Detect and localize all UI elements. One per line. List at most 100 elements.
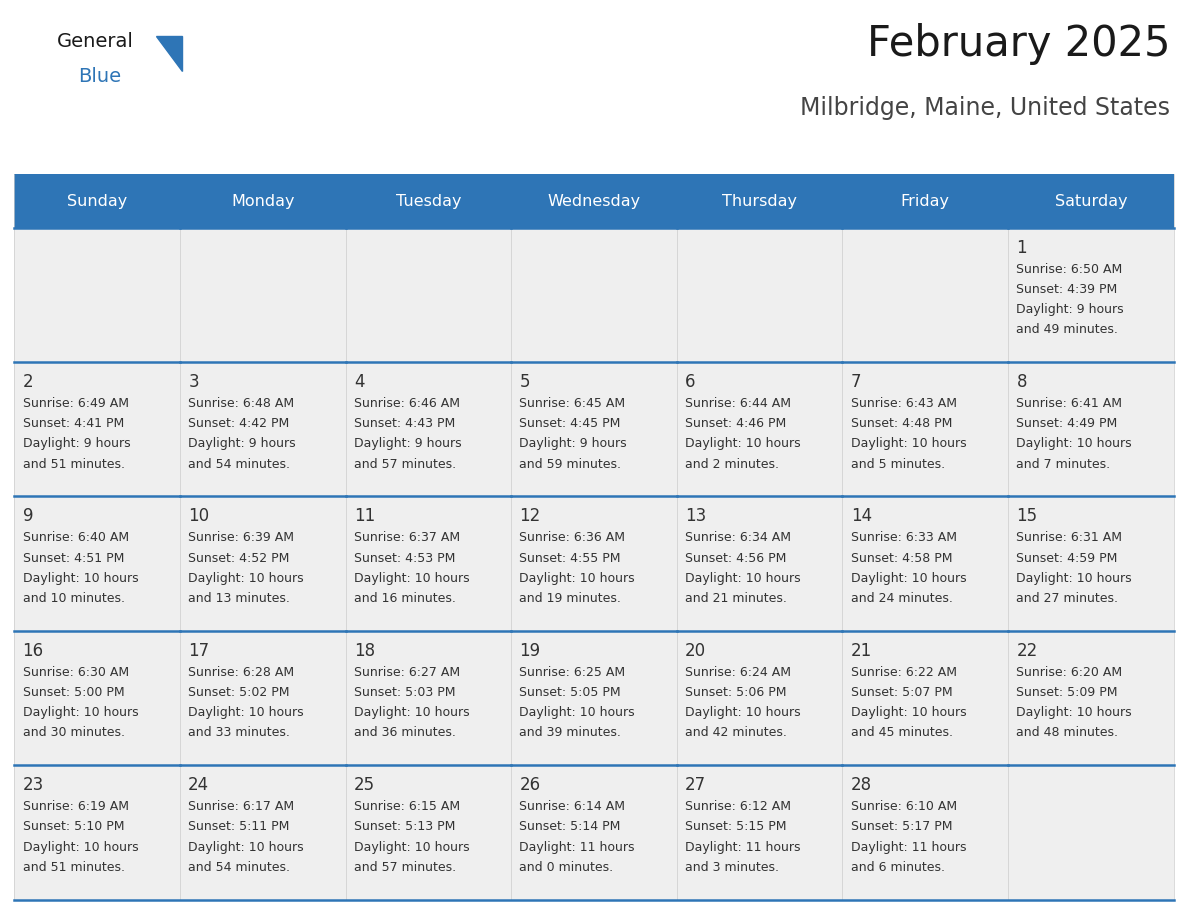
Text: Sunrise: 6:28 AM: Sunrise: 6:28 AM <box>188 666 295 678</box>
Text: Daylight: 9 hours: Daylight: 9 hours <box>519 437 627 451</box>
Text: Daylight: 10 hours: Daylight: 10 hours <box>519 572 636 585</box>
Text: 2: 2 <box>23 373 33 391</box>
Text: Sunrise: 6:36 AM: Sunrise: 6:36 AM <box>519 532 626 544</box>
Text: Daylight: 10 hours: Daylight: 10 hours <box>188 841 304 854</box>
Bar <box>14 766 179 900</box>
Bar <box>346 766 511 900</box>
Text: and 21 minutes.: and 21 minutes. <box>685 592 786 605</box>
Text: Daylight: 9 hours: Daylight: 9 hours <box>1017 303 1124 316</box>
Text: Daylight: 10 hours: Daylight: 10 hours <box>685 706 801 719</box>
Bar <box>179 497 346 631</box>
Text: and 0 minutes.: and 0 minutes. <box>519 861 614 874</box>
Text: and 57 minutes.: and 57 minutes. <box>354 457 456 471</box>
Text: Daylight: 10 hours: Daylight: 10 hours <box>354 572 469 585</box>
Bar <box>179 228 346 362</box>
Text: Sunset: 4:42 PM: Sunset: 4:42 PM <box>188 417 290 431</box>
Text: Sunrise: 6:33 AM: Sunrise: 6:33 AM <box>851 532 956 544</box>
Bar <box>511 497 677 631</box>
Text: 27: 27 <box>685 777 706 794</box>
Bar <box>677 228 842 362</box>
Text: 1: 1 <box>1017 239 1028 257</box>
Text: Sunset: 4:59 PM: Sunset: 4:59 PM <box>1017 552 1118 565</box>
Text: 6: 6 <box>685 373 696 391</box>
Text: Sunrise: 6:22 AM: Sunrise: 6:22 AM <box>851 666 956 678</box>
Text: Daylight: 10 hours: Daylight: 10 hours <box>851 437 966 451</box>
Text: February 2025: February 2025 <box>867 23 1170 65</box>
Text: Daylight: 9 hours: Daylight: 9 hours <box>188 437 296 451</box>
Text: Sunrise: 6:12 AM: Sunrise: 6:12 AM <box>685 800 791 813</box>
Text: Sunrise: 6:34 AM: Sunrise: 6:34 AM <box>685 532 791 544</box>
Text: Sunrise: 6:50 AM: Sunrise: 6:50 AM <box>1017 263 1123 275</box>
Text: and 16 minutes.: and 16 minutes. <box>354 592 456 605</box>
Bar <box>179 766 346 900</box>
Text: Daylight: 11 hours: Daylight: 11 hours <box>519 841 636 854</box>
Text: Daylight: 10 hours: Daylight: 10 hours <box>23 706 138 719</box>
Text: Sunrise: 6:45 AM: Sunrise: 6:45 AM <box>519 397 626 410</box>
Text: Sunset: 5:14 PM: Sunset: 5:14 PM <box>519 821 621 834</box>
Text: Sunset: 5:05 PM: Sunset: 5:05 PM <box>519 686 621 699</box>
Bar <box>677 766 842 900</box>
Bar <box>179 174 346 228</box>
Text: Milbridge, Maine, United States: Milbridge, Maine, United States <box>801 96 1170 120</box>
Text: Daylight: 10 hours: Daylight: 10 hours <box>23 841 138 854</box>
Bar <box>842 497 1009 631</box>
Text: Daylight: 10 hours: Daylight: 10 hours <box>851 706 966 719</box>
Bar <box>511 228 677 362</box>
Text: Friday: Friday <box>901 194 949 208</box>
Text: Sunset: 5:13 PM: Sunset: 5:13 PM <box>354 821 455 834</box>
Text: 22: 22 <box>1017 642 1037 660</box>
Text: Sunrise: 6:49 AM: Sunrise: 6:49 AM <box>23 397 128 410</box>
Bar <box>511 174 677 228</box>
Text: Daylight: 10 hours: Daylight: 10 hours <box>23 572 138 585</box>
Text: and 36 minutes.: and 36 minutes. <box>354 726 456 739</box>
Text: and 7 minutes.: and 7 minutes. <box>1017 457 1111 471</box>
Bar <box>14 497 179 631</box>
Text: Sunrise: 6:41 AM: Sunrise: 6:41 AM <box>1017 397 1123 410</box>
Text: 24: 24 <box>188 777 209 794</box>
Text: Sunset: 4:55 PM: Sunset: 4:55 PM <box>519 552 621 565</box>
Text: Daylight: 10 hours: Daylight: 10 hours <box>519 706 636 719</box>
Text: Sunrise: 6:24 AM: Sunrise: 6:24 AM <box>685 666 791 678</box>
Text: and 27 minutes.: and 27 minutes. <box>1017 592 1118 605</box>
Text: and 59 minutes.: and 59 minutes. <box>519 457 621 471</box>
Text: and 30 minutes.: and 30 minutes. <box>23 726 125 739</box>
Text: Sunrise: 6:30 AM: Sunrise: 6:30 AM <box>23 666 128 678</box>
Bar <box>346 631 511 766</box>
Bar <box>14 174 179 228</box>
Bar <box>677 174 842 228</box>
Text: Sunset: 5:17 PM: Sunset: 5:17 PM <box>851 821 953 834</box>
Text: Daylight: 9 hours: Daylight: 9 hours <box>354 437 461 451</box>
Text: Sunset: 4:52 PM: Sunset: 4:52 PM <box>188 552 290 565</box>
Bar <box>842 631 1009 766</box>
Text: Daylight: 9 hours: Daylight: 9 hours <box>23 437 131 451</box>
Text: and 54 minutes.: and 54 minutes. <box>188 457 290 471</box>
Text: Wednesday: Wednesday <box>548 194 640 208</box>
Text: 20: 20 <box>685 642 706 660</box>
Bar <box>677 497 842 631</box>
Text: Sunset: 5:02 PM: Sunset: 5:02 PM <box>188 686 290 699</box>
Bar <box>14 228 179 362</box>
Bar <box>1009 174 1174 228</box>
Text: Sunday: Sunday <box>67 194 127 208</box>
Text: 14: 14 <box>851 508 872 525</box>
Text: Daylight: 11 hours: Daylight: 11 hours <box>851 841 966 854</box>
Text: and 51 minutes.: and 51 minutes. <box>23 861 125 874</box>
Text: Daylight: 10 hours: Daylight: 10 hours <box>188 572 304 585</box>
Text: Blue: Blue <box>78 67 121 86</box>
Text: Sunset: 4:49 PM: Sunset: 4:49 PM <box>1017 417 1118 431</box>
Text: 16: 16 <box>23 642 44 660</box>
Text: Sunrise: 6:48 AM: Sunrise: 6:48 AM <box>188 397 295 410</box>
Text: 19: 19 <box>519 642 541 660</box>
Text: Tuesday: Tuesday <box>396 194 461 208</box>
Text: 5: 5 <box>519 373 530 391</box>
Text: 13: 13 <box>685 508 707 525</box>
Text: and 19 minutes.: and 19 minutes. <box>519 592 621 605</box>
Text: Daylight: 10 hours: Daylight: 10 hours <box>685 572 801 585</box>
Text: Sunset: 4:46 PM: Sunset: 4:46 PM <box>685 417 786 431</box>
Bar <box>179 362 346 497</box>
Text: Daylight: 10 hours: Daylight: 10 hours <box>188 706 304 719</box>
Bar <box>14 362 179 497</box>
Text: Sunset: 4:45 PM: Sunset: 4:45 PM <box>519 417 621 431</box>
Text: Daylight: 10 hours: Daylight: 10 hours <box>354 706 469 719</box>
Bar <box>842 766 1009 900</box>
